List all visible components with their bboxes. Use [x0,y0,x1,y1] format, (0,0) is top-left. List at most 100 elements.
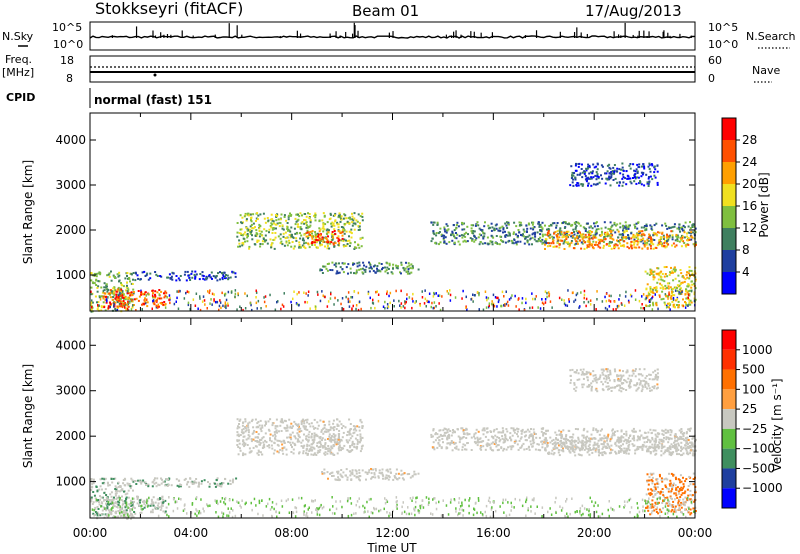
power-echo-cell [676,284,679,287]
velocity-echo-cell [221,483,224,486]
velocity-echo-cell [286,429,289,432]
velocity-echo-cell [340,423,343,426]
velocity-echo-cell [314,427,317,429]
power-echo-cell [685,273,688,276]
power-echo-cell [293,245,296,248]
velocity-echo-cell [337,438,340,441]
power-echo-cell [668,304,671,306]
power-echo-cell [301,239,304,242]
power-echo-cell [653,165,656,168]
velocity-echo-cell [316,427,319,430]
power-echo-cell [127,290,130,293]
velocity-echo-cell [361,436,364,439]
velocity-echo-cell [664,449,667,452]
power-echo-cell [98,280,101,283]
power-echo-cell [449,293,452,297]
velocity-echo-cell [143,499,146,502]
power-echo-cell [491,226,494,229]
power-echo-cell [321,236,324,239]
colorbar-swatch [722,272,736,294]
power-echo-cell [327,235,329,238]
velocity-echo-cell [510,446,513,449]
velocity-echo-cell [634,430,637,433]
power-echo-cell [154,271,157,273]
velocity-echo-cell [585,441,588,444]
power-echo-cell [574,223,577,225]
velocity-echo-cell [377,475,380,478]
power-echo-cell [269,238,272,241]
power-echo-cell [470,227,473,230]
power-echo-cell [465,306,467,309]
power-echo-cell [334,296,336,300]
power-echo-cell [127,288,130,291]
velocity-echo-cell [293,443,296,446]
power-echo-cell [652,301,654,305]
power-echo-cell [376,290,378,293]
freq-label: Freq. [5,53,32,66]
power-echo-cell [529,227,532,230]
power-echo-cell [612,238,615,241]
power-echo-cell [659,295,661,298]
power-echo-cell [194,304,197,307]
power-echo-cell [686,271,689,274]
power-echo-cell [146,301,149,304]
power-echo-cell [355,269,358,272]
velocity-echo-cell [115,488,118,491]
velocity-echo-cell [170,484,173,487]
power-echo-cell [327,241,330,244]
power-echo-cell [227,278,230,281]
power-echo-cell [621,238,624,241]
power-echo-cell [322,212,325,215]
velocity-echo-cell [625,434,628,437]
power-echo-cell [657,267,660,270]
velocity-echo-cell [321,471,324,473]
power-echo-cell [322,239,325,242]
power-echo-cell [128,301,131,304]
power-echo-cell [237,292,239,295]
power-echo-cell [683,231,686,234]
power-echo-cell [246,294,248,298]
power-echo-cell [566,304,569,307]
velocity-echo-cell [682,437,685,440]
power-echo-cell [518,221,521,224]
velocity-echo-cell [558,433,561,436]
velocity-echo-cell [303,444,306,447]
power-echo-cell [270,244,273,247]
power-echo-cell [625,236,627,239]
power-echo-cell [635,246,638,249]
power-echo-cell [647,291,650,295]
power-echo-cell [378,269,381,272]
power-echo-cell [534,297,536,301]
power-echo-cell [694,227,697,230]
velocity-echo-cell [130,477,133,480]
power-echo-cell [435,234,438,237]
power-echo-cell [230,291,233,294]
power-echo-cell [585,297,588,301]
velocity-echo-cell [451,441,453,444]
power-echo-cell [573,172,576,174]
power-echo-cell [621,184,624,187]
power-echo-cell [574,298,577,302]
power-echo-cell [617,240,620,242]
velocity-echo-cell [520,436,523,439]
velocity-echo-cell [125,498,128,501]
power-echo-cell [337,299,339,302]
velocity-echo-cell [319,442,322,444]
velocity-echo-cell [247,431,250,434]
power-echo-cell [677,306,680,309]
power-echo-cell [570,241,573,244]
velocity-echo-cell [620,429,623,432]
colorbar-swatch [722,228,736,250]
velocity-echo-cell [300,421,303,424]
velocity-echo-cell [154,477,156,480]
power-echo-cell [655,287,658,290]
power-echo-cell [277,235,280,238]
velocity-echo-cell [289,441,292,444]
velocity-echo-cell [509,445,512,448]
velocity-echo-cell [387,475,390,478]
velocity-echo-cell [544,447,547,450]
power-echo-cell [295,213,298,216]
velocity-echo-cell [625,447,628,450]
power-echo-cell [437,294,439,297]
power-echo-cell [620,302,623,305]
